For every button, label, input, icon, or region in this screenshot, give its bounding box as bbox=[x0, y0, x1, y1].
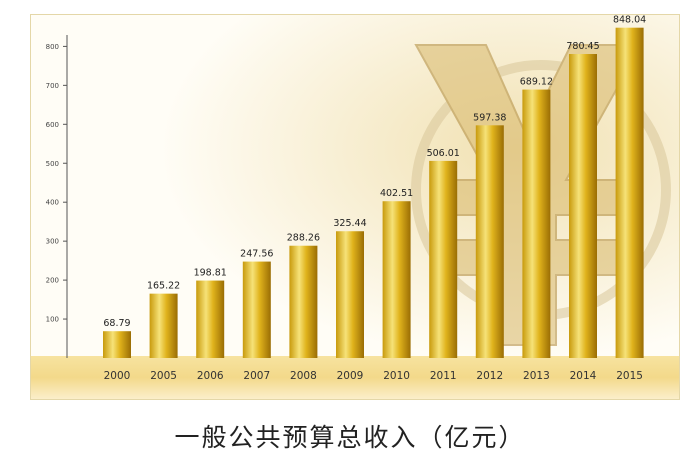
chart-floor bbox=[31, 356, 679, 399]
bar-series: 68.79 2000 165.22 2005 198.81 2006 247.56 2007 2… bbox=[103, 15, 646, 382]
x-tick-label: 2006 bbox=[197, 370, 224, 382]
y-axis: 100 200 300 400 500 600 700 800 bbox=[46, 43, 67, 324]
y-tick-label: 100 bbox=[46, 316, 59, 324]
x-tick-label: 2009 bbox=[337, 370, 364, 382]
y-tick-label: 800 bbox=[46, 43, 59, 51]
x-tick-label: 2000 bbox=[104, 370, 131, 382]
bar bbox=[196, 280, 225, 358]
bar bbox=[289, 245, 318, 358]
bar bbox=[429, 160, 458, 358]
bar-value-label: 288.26 bbox=[287, 233, 320, 244]
x-tick-label: 2011 bbox=[430, 370, 457, 382]
bar bbox=[103, 331, 131, 358]
bar bbox=[336, 231, 364, 358]
x-tick-label: 2010 bbox=[383, 370, 410, 382]
x-tick-label: 2007 bbox=[243, 370, 270, 382]
bar-value-label: 597.38 bbox=[473, 112, 506, 123]
x-tick-label: 2013 bbox=[523, 370, 550, 382]
bar bbox=[475, 125, 504, 358]
bar-value-label: 247.56 bbox=[240, 249, 273, 260]
bar-value-label: 689.12 bbox=[520, 77, 553, 88]
x-tick-label: 2014 bbox=[570, 370, 597, 382]
bar-value-label: 506.01 bbox=[427, 148, 460, 159]
bar bbox=[382, 201, 411, 358]
bar-value-label: 848.04 bbox=[613, 15, 646, 26]
bar bbox=[569, 54, 597, 359]
y-tick-label: 300 bbox=[46, 238, 59, 246]
bar-value-label: 325.44 bbox=[333, 218, 366, 229]
y-tick-label: 500 bbox=[46, 160, 59, 168]
x-tick-label: 2012 bbox=[476, 370, 503, 382]
bar bbox=[242, 261, 271, 358]
y-tick-label: 700 bbox=[46, 82, 59, 90]
bar bbox=[522, 89, 551, 358]
chart-caption: 一般公共预算总收入（亿元） bbox=[174, 423, 526, 452]
bar-value-label: 68.79 bbox=[103, 318, 130, 329]
y-tick-label: 200 bbox=[46, 277, 59, 285]
x-tick-label: 2008 bbox=[290, 370, 317, 382]
y-tick-label: 400 bbox=[46, 199, 59, 207]
bar-value-label: 198.81 bbox=[194, 268, 227, 279]
bar bbox=[615, 27, 644, 359]
y-tick-label: 600 bbox=[46, 121, 59, 129]
x-tick-label: 2015 bbox=[616, 370, 643, 382]
chart-frame: 100 200 300 400 500 600 700 800 68.79 2000 165.22… bbox=[30, 14, 680, 400]
bar-value-label: 402.51 bbox=[380, 188, 413, 199]
bar-chart: 100 200 300 400 500 600 700 800 68.79 2000 165.22… bbox=[31, 15, 679, 399]
bar bbox=[149, 293, 178, 358]
bar-value-label: 165.22 bbox=[147, 281, 180, 292]
x-tick-label: 2005 bbox=[150, 370, 177, 382]
bar-value-label: 780.45 bbox=[566, 41, 599, 52]
